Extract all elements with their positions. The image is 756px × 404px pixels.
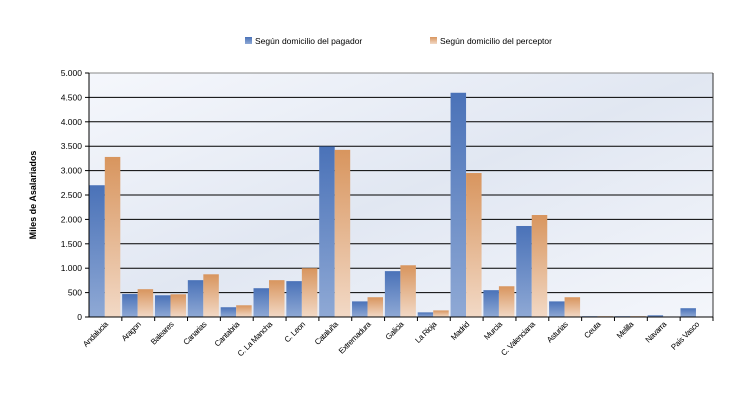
y-tick-label: 2.500 — [61, 190, 83, 200]
y-tick-label: 2.000 — [61, 214, 83, 224]
bar-pagador — [220, 307, 237, 317]
x-tick-label: Cataluña — [313, 319, 340, 346]
bar-perceptor — [203, 274, 219, 317]
bar-perceptor — [170, 294, 186, 317]
y-tick-label: 1.500 — [61, 239, 83, 249]
legend-label-perceptor: Según domicilio del perceptor — [440, 36, 552, 46]
legend-swatch-perceptor — [430, 37, 437, 44]
bar-pagador — [319, 146, 335, 317]
y-tick-label: 4.000 — [61, 117, 83, 127]
y-tick-label: 0 — [77, 312, 82, 322]
x-tick-label: Canarias — [182, 320, 209, 347]
bar-pagador — [154, 295, 171, 317]
x-tick-label: Andalucia — [81, 319, 110, 348]
y-tick-label: 3.000 — [61, 166, 83, 176]
x-tick-label: País Vasco — [669, 319, 701, 351]
y-tick-label: 4.500 — [61, 92, 83, 102]
bar-perceptor — [433, 310, 449, 317]
x-tick-label: Galicia — [384, 319, 406, 341]
y-tick-label: 500 — [68, 288, 82, 298]
legend-swatch-pagador — [245, 37, 252, 44]
bar-perceptor — [104, 156, 121, 317]
bar-perceptor — [367, 297, 384, 317]
bar-pagador — [647, 315, 664, 317]
bar-pagador — [286, 281, 302, 317]
x-tick-label: C. Leon — [283, 320, 307, 344]
x-tick-label: C. La Mancha — [236, 319, 275, 358]
y-axis-label: Miles de Asalariados — [28, 151, 38, 240]
bar-perceptor — [236, 305, 252, 317]
bar-pagador — [122, 294, 138, 317]
bar-perceptor — [466, 173, 482, 317]
bar-perceptor — [498, 286, 515, 317]
x-tick-label: Navarra — [644, 319, 669, 344]
y-tick-label: 3.500 — [61, 141, 83, 151]
x-tick-label: Murcia — [482, 319, 504, 341]
bar-perceptor — [269, 280, 285, 317]
bar-pagador — [253, 288, 270, 317]
x-tick-label: Baleares — [149, 320, 176, 347]
legend-label-pagador: Según domicilio del pagador — [255, 36, 362, 46]
x-tick-label: Extremadura — [337, 319, 373, 355]
x-tick-label: La Rioja — [413, 319, 439, 345]
bar-perceptor — [334, 149, 351, 317]
bar-pagador — [680, 308, 696, 317]
x-tick-label: Asturias — [545, 320, 570, 345]
bar-perceptor — [400, 265, 416, 317]
x-tick-label: Madrid — [449, 320, 471, 342]
legend: Según domicilio del pagador Según domici… — [245, 36, 552, 46]
y-tick-label: 5.000 — [61, 68, 83, 78]
y-tick-label: 1.000 — [61, 263, 83, 273]
bar-pagador — [450, 92, 467, 317]
bar-pagador — [384, 271, 401, 317]
bar-perceptor — [301, 268, 318, 317]
bar-pagador — [352, 301, 368, 317]
bar-pagador — [483, 290, 499, 317]
bar-perceptor — [531, 215, 548, 317]
bar-perceptor — [137, 289, 154, 317]
bar-pagador — [89, 185, 105, 317]
x-tick-label: Ceuta — [582, 319, 603, 340]
x-tick-label: C. Valenciana — [499, 319, 537, 357]
bar-pagador — [417, 312, 434, 317]
bar-pagador — [516, 225, 532, 317]
bar-pagador — [549, 301, 565, 317]
x-tick-label: Melilla — [615, 319, 636, 340]
bar-pagador — [187, 280, 204, 317]
bar-perceptor — [564, 297, 581, 317]
x-tick-label: Cantabria — [213, 319, 242, 348]
x-tick-label: Aragon — [120, 320, 143, 343]
